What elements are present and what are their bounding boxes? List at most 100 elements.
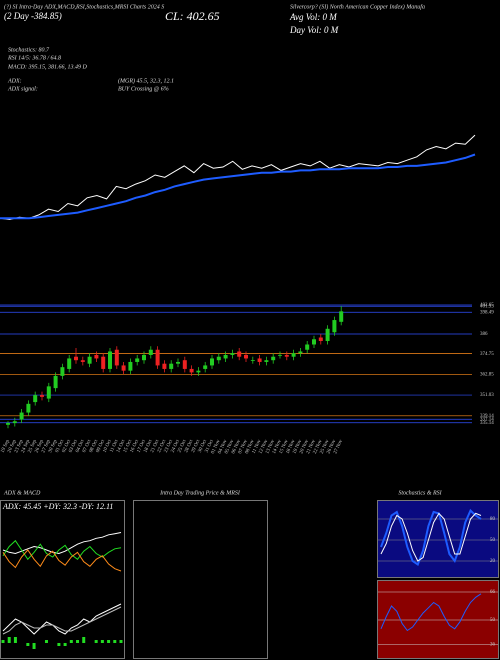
candle-body xyxy=(67,358,72,369)
x-tick-label: 22 Nov xyxy=(313,439,324,455)
candle-body xyxy=(26,403,31,413)
x-tick-label: 04 Oct xyxy=(75,439,85,454)
x-tick-label: 16 Oct xyxy=(130,439,140,454)
x-tick-label: 07 Oct xyxy=(82,439,92,454)
close: CL: 402.65 xyxy=(165,9,220,23)
candle-body xyxy=(230,353,235,355)
candle-body xyxy=(128,361,133,371)
candle-body xyxy=(40,395,44,397)
y-tick-label: 80 xyxy=(490,517,496,522)
y-tick-label: 36 xyxy=(490,643,496,648)
x-tick-label: 02 Oct xyxy=(62,439,72,454)
macd-bar xyxy=(13,637,17,643)
panel xyxy=(0,500,125,659)
candle-body xyxy=(121,365,126,371)
x-tick-label: 12 Nov xyxy=(258,439,269,455)
x-tick-label: 20 Nov xyxy=(299,439,310,455)
x-tick-label: 15 Nov xyxy=(279,439,290,455)
candle-body xyxy=(325,328,330,342)
x-tick-label: 11 Oct xyxy=(109,439,119,454)
macd-bar xyxy=(32,643,36,649)
x-tick-label: 05 Nov xyxy=(224,439,235,455)
candle-body xyxy=(80,360,85,362)
y-tick-label: 50 xyxy=(490,618,496,623)
x-tick-label: 25 Oct xyxy=(177,439,187,454)
day-vol: Day Vol: 0 M xyxy=(289,25,339,35)
macd-bar xyxy=(26,643,30,646)
x-tick-label: 21 Oct xyxy=(150,439,160,454)
candle-body xyxy=(155,349,160,366)
x-tick-label: 13 Nov xyxy=(265,439,276,455)
candle-body xyxy=(216,356,221,361)
indicator-line xyxy=(380,593,482,632)
candle-body xyxy=(33,395,38,403)
candle-body xyxy=(46,386,51,399)
y-tick-label: 401.93 xyxy=(480,304,494,309)
macd-bar xyxy=(69,640,73,643)
x-tick-label: 25 Nov xyxy=(320,439,331,455)
candle-body xyxy=(189,368,194,373)
candle-body xyxy=(339,311,344,322)
candle-body xyxy=(305,344,310,350)
x-tick-label: 23 Sep xyxy=(14,439,25,454)
candle-body xyxy=(19,412,24,420)
y-tick-label: 66 xyxy=(490,590,496,595)
candle-body xyxy=(169,363,174,369)
macd-bar xyxy=(76,640,80,643)
title-left: (?) SI Intra-Day ADX,MACD,RSI,Stochastic… xyxy=(4,3,164,10)
candle-body xyxy=(223,354,228,359)
x-tick-label: 23 Oct xyxy=(164,439,174,454)
y-tick-label: 386 xyxy=(480,332,488,337)
macd-bar xyxy=(82,637,86,643)
indicator-line xyxy=(2,549,122,572)
candle-body xyxy=(6,423,10,425)
y-tick-label: 337.14 xyxy=(480,417,494,422)
x-tick-label: 14 Nov xyxy=(272,439,283,455)
candle-body xyxy=(278,354,282,356)
candle-body xyxy=(250,360,255,362)
x-tick-label: 21 Nov xyxy=(306,439,317,455)
indicator-line xyxy=(2,606,122,635)
candle-body xyxy=(74,356,78,361)
candle-body xyxy=(60,367,65,376)
candle-body xyxy=(237,351,242,357)
macd-bar xyxy=(107,640,111,643)
candle-body xyxy=(284,354,289,357)
title-right: Silvercorp? (SI) North American Copper I… xyxy=(290,3,425,10)
avg-vol: Avg Vol: 0 M xyxy=(289,12,337,22)
indicator-line xyxy=(2,532,122,555)
adx-label: ADX: xyxy=(7,78,22,84)
macd-bar xyxy=(57,643,61,646)
candle-body xyxy=(203,365,208,369)
x-tick-label: 01 Nov xyxy=(211,439,222,455)
x-tick-label: 19 Sep xyxy=(1,439,12,454)
candle-body xyxy=(244,354,248,359)
x-tick-label: 07 Nov xyxy=(238,439,249,455)
candle-body xyxy=(312,339,316,345)
panel-title: Intra Day Trading Price & MRSI xyxy=(159,490,241,496)
candle-body xyxy=(271,356,276,361)
candle-body xyxy=(53,375,58,389)
line-series xyxy=(0,153,476,220)
x-tick-label: 08 Nov xyxy=(245,439,256,455)
indicator-line xyxy=(380,512,482,562)
stochastics: Stochastics: 80.7 xyxy=(8,47,50,53)
panel-title: ADX & MACD xyxy=(3,490,41,496)
y-tick-label: 335.14 xyxy=(480,421,494,426)
x-tick-label: 28 Oct xyxy=(184,439,194,454)
candle-body xyxy=(114,349,119,366)
y-tick-label: 362.85 xyxy=(480,373,494,378)
y-tick-label: 402.65 xyxy=(480,303,494,308)
x-tick-label: 26 Nov xyxy=(326,439,337,455)
candle-body xyxy=(135,358,140,362)
x-tick-label: 18 Nov xyxy=(286,439,297,455)
y-tick-label: 351.03 xyxy=(480,393,494,398)
adx-values: (MGR) 45.5, 32.3, 12.1 xyxy=(118,77,174,84)
x-tick-label: 30 Oct xyxy=(198,439,208,454)
macd-bar xyxy=(1,640,5,643)
x-tick-label: 15 Oct xyxy=(123,439,133,454)
candle-body xyxy=(291,353,296,357)
candle-body xyxy=(182,360,187,369)
macd-bar xyxy=(113,640,117,643)
